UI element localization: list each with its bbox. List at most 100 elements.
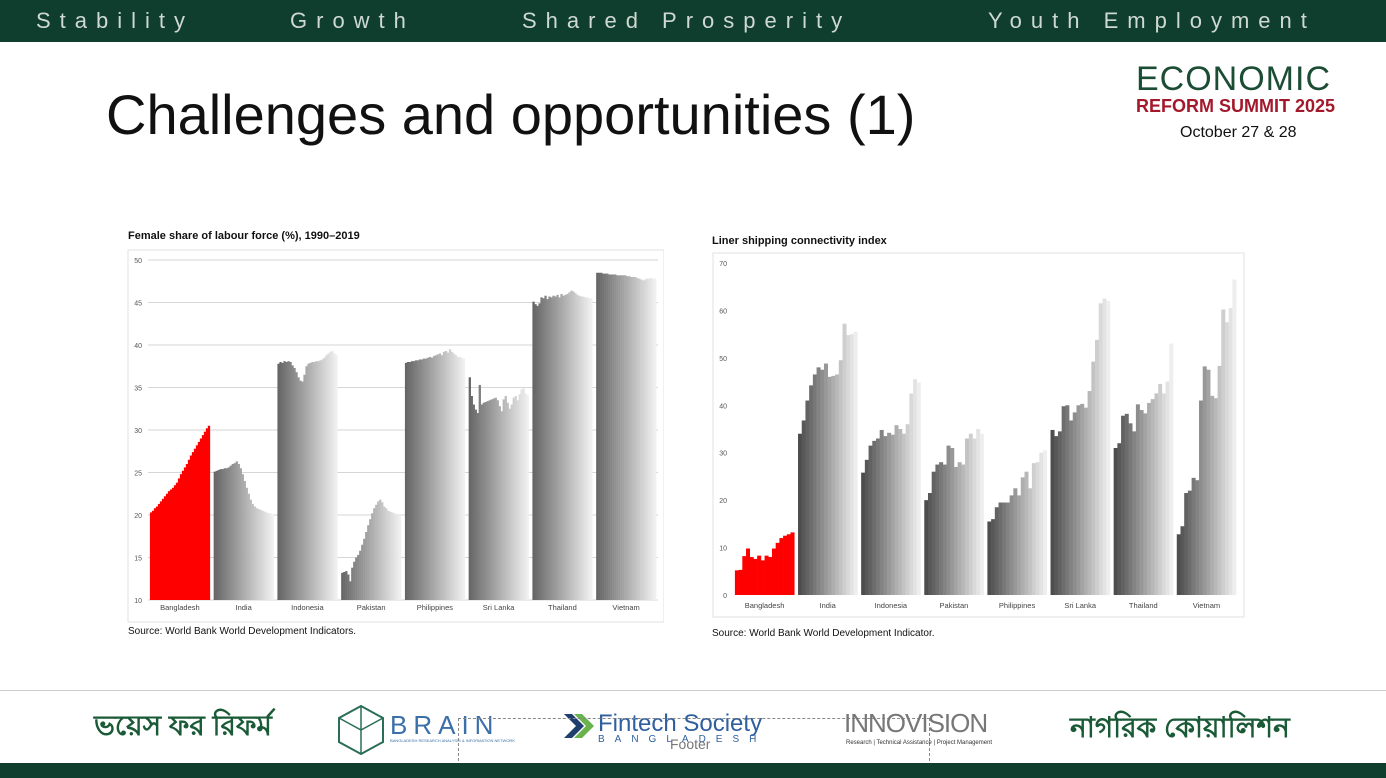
event-subtitle: REFORM SUMMIT 2025 (1136, 96, 1336, 116)
bar (1121, 415, 1126, 595)
bar (626, 276, 629, 600)
bar (610, 274, 613, 600)
event-dates: October 27 & 28 (1180, 124, 1297, 141)
bar (1061, 406, 1066, 595)
bar (406, 362, 410, 600)
bar (245, 487, 248, 600)
bar (239, 468, 242, 600)
bar (558, 297, 561, 600)
bar (861, 472, 866, 595)
bar (187, 459, 191, 600)
bar (393, 513, 396, 600)
bar (414, 360, 418, 600)
bar (588, 298, 591, 600)
bar (946, 445, 951, 595)
bar (738, 569, 743, 595)
x-tick-label: India (235, 603, 252, 612)
bar (329, 351, 332, 600)
bar (924, 500, 929, 595)
bar (864, 459, 869, 595)
bar (909, 393, 914, 595)
bar (965, 438, 970, 595)
bar (231, 464, 234, 600)
bar (757, 555, 762, 595)
bar (279, 362, 282, 600)
bar (1039, 452, 1044, 595)
bar (215, 470, 218, 600)
bar (1147, 402, 1152, 595)
bar (1009, 495, 1014, 595)
bar (628, 276, 631, 600)
bar (301, 381, 304, 600)
bar (313, 362, 316, 600)
bar (890, 434, 895, 595)
bar (317, 361, 320, 600)
bar (199, 438, 203, 600)
bar (1020, 477, 1025, 595)
bar (355, 557, 358, 600)
y-tick-label: 0 (723, 593, 727, 600)
bar (157, 503, 161, 600)
bar (263, 511, 266, 600)
bar (185, 464, 189, 600)
bar (1154, 393, 1159, 595)
bar (868, 445, 873, 595)
bar (734, 570, 739, 595)
bar (444, 350, 448, 600)
bar (536, 305, 539, 600)
bar (1139, 410, 1144, 595)
bar (560, 294, 563, 600)
bar (950, 447, 955, 595)
bar (365, 532, 368, 600)
bar (771, 548, 776, 595)
bar (827, 376, 832, 595)
bar (1095, 339, 1100, 595)
bar (430, 357, 434, 600)
bar (872, 440, 877, 595)
bar (395, 514, 398, 600)
bar (887, 432, 892, 595)
bar (820, 369, 825, 595)
bar (377, 501, 380, 600)
bar (1232, 279, 1237, 595)
bar (1228, 308, 1233, 595)
bar (410, 361, 414, 600)
logo-tag: BANGLADESH RESEARCH ANALYSIS & INFORMATI… (390, 738, 515, 743)
x-tick-label: Pakistan (357, 603, 386, 612)
bar (440, 355, 444, 600)
bar (325, 355, 328, 600)
bar (1043, 450, 1048, 595)
y-tick-label: 30 (719, 451, 727, 458)
bar (502, 399, 505, 600)
bar (383, 506, 386, 600)
bar (472, 404, 475, 600)
bar (552, 295, 555, 600)
bar (474, 409, 477, 600)
bar (1002, 502, 1007, 595)
y-tick-label: 20 (719, 498, 727, 505)
x-tick-label: Philippines (417, 603, 454, 612)
pillar: Shared Prosperity (522, 8, 852, 33)
bar (931, 471, 936, 595)
bar (618, 275, 621, 600)
logo: ভয়েস ফর রিফর্ম (94, 710, 272, 741)
bar (1072, 412, 1077, 595)
bar (624, 275, 627, 600)
bar (223, 468, 226, 600)
bar (181, 470, 185, 600)
bar (1169, 343, 1174, 595)
bar (385, 508, 388, 600)
x-tick-label: Pakistan (940, 601, 969, 610)
bar (650, 277, 653, 600)
bar (1187, 490, 1192, 595)
bar (197, 441, 201, 600)
bar (979, 433, 984, 595)
bar (217, 469, 220, 600)
bar (636, 277, 639, 600)
bar (998, 502, 1003, 595)
bar (1128, 423, 1133, 595)
bar (1158, 383, 1163, 595)
bar (516, 400, 519, 600)
bar (805, 400, 810, 595)
bar (1117, 443, 1122, 595)
